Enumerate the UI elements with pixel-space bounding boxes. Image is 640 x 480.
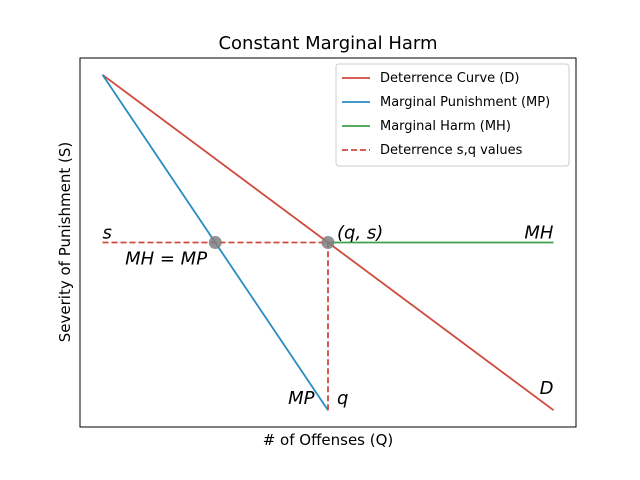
legend-label-3: Marginal Harm (MH) [380, 119, 511, 134]
annotation-layer: s MH = MP (q, s) MH MP q D [103, 223, 554, 410]
annotation-label-5: MP [288, 388, 315, 409]
annotation-label-7: D [540, 378, 554, 399]
intersection-point-2 [321, 236, 335, 249]
legend-label-2: Marginal Punishment (MP) [380, 95, 550, 110]
annotation-label-4: MH [524, 223, 554, 244]
annotation-label-1: s [103, 223, 112, 244]
point-layer [208, 236, 335, 249]
legend-label-4: Deterrence s,q values [380, 143, 523, 158]
legend-box [335, 63, 570, 167]
legend-label-1: Deterrence Curve (D) [380, 71, 519, 86]
annotation-label-3: (q, s) [337, 223, 383, 244]
annotation-label-6: q [337, 388, 348, 409]
x-axis-label: # of Offenses (Q) [263, 431, 394, 449]
intersection-point-1 [208, 236, 222, 249]
annotation-label-2: MH = MP [125, 249, 207, 270]
legend: Deterrence Curve (D) Marginal Punishment … [335, 63, 570, 167]
y-axis-label: Severity of Punishment (S) [56, 142, 74, 342]
chart-title: Constant Marginal Harm [218, 33, 437, 54]
